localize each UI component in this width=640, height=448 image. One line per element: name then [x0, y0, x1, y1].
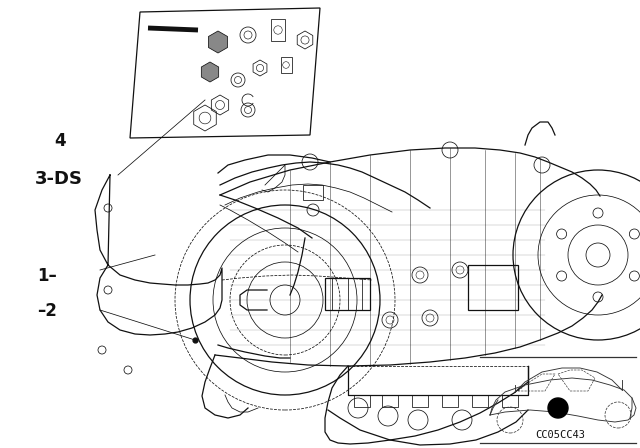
Bar [502, 395, 518, 407]
Text: 1–: 1– [37, 267, 57, 284]
Text: 4: 4 [54, 132, 66, 150]
Text: –2: –2 [37, 302, 57, 320]
Bar [280, 57, 291, 73]
Circle shape [548, 398, 568, 418]
Text: CC05CC43: CC05CC43 [535, 430, 585, 440]
Bar [382, 395, 398, 407]
Bar [468, 265, 518, 310]
Text: 3-DS: 3-DS [35, 170, 83, 188]
Bar [303, 185, 323, 200]
Bar [472, 395, 488, 407]
Bar [325, 278, 370, 310]
Bar [412, 395, 428, 407]
Polygon shape [209, 31, 228, 53]
Bar [354, 395, 370, 407]
Bar [442, 395, 458, 407]
Polygon shape [202, 62, 219, 82]
Bar [271, 19, 285, 41]
